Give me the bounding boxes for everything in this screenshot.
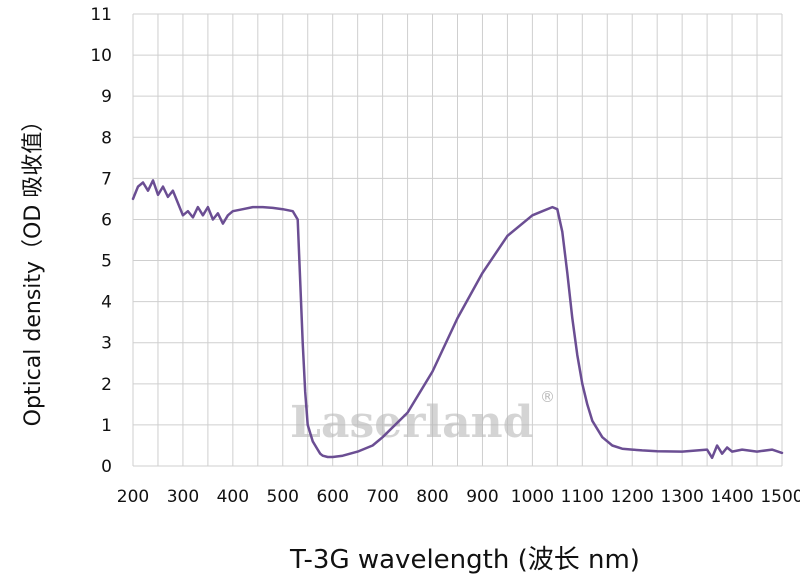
x-tick-label: 1200 [611, 487, 654, 507]
x-axis-title: T-3G wavelength (波长 nm) [289, 545, 640, 575]
x-tick-label: 1000 [511, 487, 554, 507]
x-tick-label: 1300 [661, 487, 704, 507]
y-tick-label: 5 [101, 252, 112, 272]
y-axis-title: Optical density（OD 吸收值） [21, 110, 46, 427]
y-tick-label: 7 [101, 169, 112, 189]
y-tick-label: 3 [101, 334, 112, 354]
x-tick-label: 600 [316, 487, 348, 507]
x-tick-label: 400 [217, 487, 249, 507]
x-tick-label: 900 [466, 487, 498, 507]
y-tick-label: 1 [101, 416, 112, 436]
y-tick-label: 6 [101, 210, 112, 230]
x-tick-label: 1500 [760, 487, 800, 507]
x-axis-ticks: 200 300 400 500 600 700 800 900 1000 1100 1200 1300… [117, 487, 800, 507]
y-tick-label: 0 [101, 457, 112, 477]
series-line [131, 179, 784, 460]
x-tick-label: 1400 [710, 487, 753, 507]
watermark-registered-mark: ® [540, 388, 555, 406]
y-tick-label: 9 [101, 87, 112, 107]
y-tick-label: 2 [101, 375, 112, 395]
x-tick-label: 300 [167, 487, 199, 507]
x-tick-label: 1100 [561, 487, 604, 507]
y-tick-label: 11 [90, 5, 112, 25]
x-tick-label: 200 [117, 487, 149, 507]
x-tick-label: 700 [366, 487, 398, 507]
y-axis-ticks: 0 1 2 3 4 5 6 7 8 9 10 11 [90, 5, 112, 477]
y-tick-label: 8 [101, 128, 112, 148]
x-tick-label: 800 [416, 487, 448, 507]
x-tick-label: 500 [267, 487, 299, 507]
grid [132, 13, 783, 467]
y-tick-label: 4 [101, 293, 112, 313]
y-tick-label: 10 [90, 46, 112, 66]
watermark: Laserland ® [290, 388, 555, 448]
